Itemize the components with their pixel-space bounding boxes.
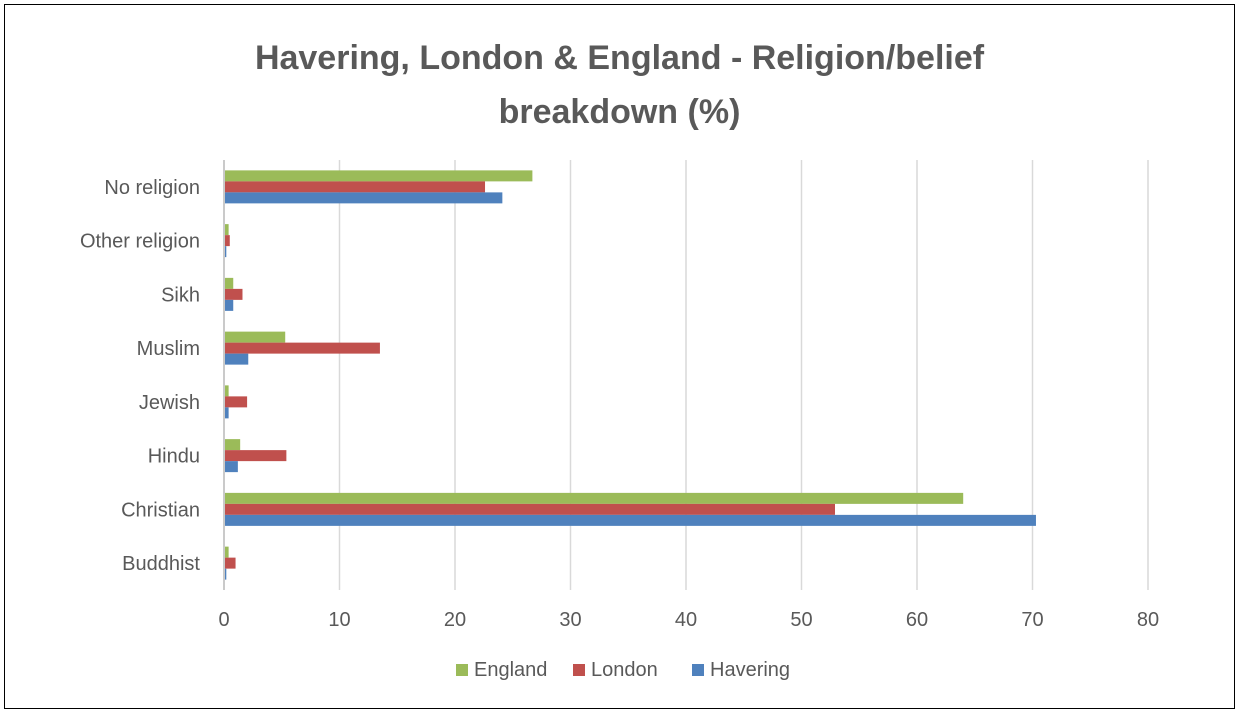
bar-england-sikh [225,277,234,289]
y-category-label: No religion [104,177,200,199]
y-category-label: Other religion [80,231,200,253]
legend-swatch-england [456,664,468,676]
bar-england-christian [225,492,964,504]
legend-swatch-london [573,664,585,676]
y-category-label: Sikh [161,284,200,306]
bar-london-buddhist [225,557,236,569]
x-tick-label: 70 [1021,609,1043,631]
legend-label-london: London [591,659,658,681]
bar-london-sikh [225,288,243,300]
bar-havering-hindu [225,461,238,473]
y-category-label: Hindu [148,446,200,468]
x-tick-label: 60 [906,609,928,631]
bar-havering-muslim [225,353,249,365]
legend-label-england: England [474,659,547,681]
bar-england-other-religion [225,224,229,236]
x-tick-label: 80 [1137,609,1159,631]
legend-label-havering: Havering [710,659,790,681]
legend-swatch-havering [692,664,704,676]
y-category-label: Christian [121,499,200,521]
bar-england-buddhist [225,546,229,558]
bar-london-jewish [225,396,248,408]
bar-havering-sikh [225,299,234,311]
bar-london-muslim [225,342,380,354]
bar-england-hindu [225,439,241,451]
bar-london-no-religion [225,181,486,193]
bar-havering-no-religion [225,192,503,204]
x-tick-label: 40 [675,609,697,631]
bar-london-christian [225,503,835,515]
bar-england-muslim [225,331,286,343]
bar-london-hindu [225,450,287,462]
x-tick-label: 20 [444,609,466,631]
bar-england-jewish [225,385,229,397]
x-tick-label: 0 [218,609,229,631]
bar-havering-jewish [225,407,229,419]
x-tick-label: 30 [559,609,581,631]
y-category-label: Buddhist [122,553,200,575]
x-tick-label: 10 [328,609,350,631]
bar-havering-buddhist [225,568,227,580]
bar-havering-christian [225,514,1036,526]
y-category-label: Muslim [137,338,200,360]
chart-frame: Havering, London & England - Religion/be… [4,4,1235,709]
chart-title: Havering, London & England - Religion/be… [254,39,985,131]
bar-london-other-religion [225,235,230,247]
y-category-label: Jewish [139,392,200,414]
bar-england-no-religion [225,170,533,182]
x-tick-label: 50 [790,609,812,631]
bar-havering-other-religion [225,246,227,258]
